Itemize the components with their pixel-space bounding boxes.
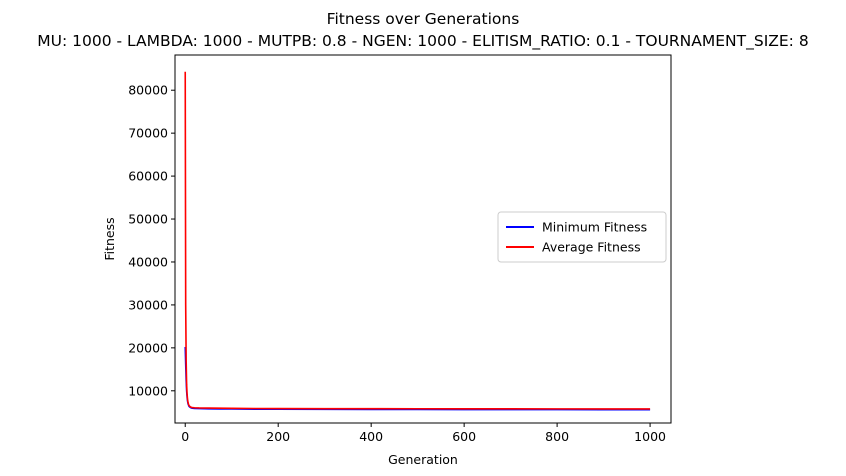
- y-tick-label: 10000: [128, 383, 168, 398]
- y-tick-label: 80000: [128, 83, 168, 98]
- series-line-minimum-fitness: [184, 346, 651, 411]
- legend-label-minimum: Minimum Fitness: [542, 220, 647, 235]
- x-axis-label: Generation: [388, 452, 458, 467]
- x-tick-label: 200: [266, 429, 290, 444]
- plot-frame: [174, 54, 672, 424]
- chart-title: Fitness over Generations: [327, 10, 520, 28]
- x-tick-label: 1000: [634, 429, 666, 444]
- y-tick-label: 30000: [128, 297, 168, 312]
- y-tick-label: 60000: [128, 169, 168, 184]
- y-tick-label: 20000: [128, 340, 168, 355]
- chart-subtitle: MU: 1000 - LAMBDA: 1000 - MUTPB: 0.8 - N…: [37, 32, 808, 51]
- y-tick-label: 70000: [128, 126, 168, 141]
- legend-box: [497, 211, 667, 263]
- y-axis-label: Fitness: [102, 217, 117, 260]
- x-tick-label: 400: [359, 429, 383, 444]
- tick-group: 0 200 400 600 800 1000 10000 20000 30000 40000 500…: [128, 83, 666, 444]
- legend: Minimum Fitness Average Fitness: [497, 211, 667, 263]
- plot-lines: [184, 71, 651, 411]
- y-tick-label: 50000: [128, 212, 168, 227]
- x-tick-label: 600: [452, 429, 476, 444]
- x-tick-label: 0: [181, 429, 189, 444]
- legend-label-average: Average Fitness: [542, 240, 641, 255]
- x-tick-label: 800: [545, 429, 569, 444]
- y-tick-label: 40000: [128, 254, 168, 269]
- series-line-average-fitness: [184, 71, 651, 410]
